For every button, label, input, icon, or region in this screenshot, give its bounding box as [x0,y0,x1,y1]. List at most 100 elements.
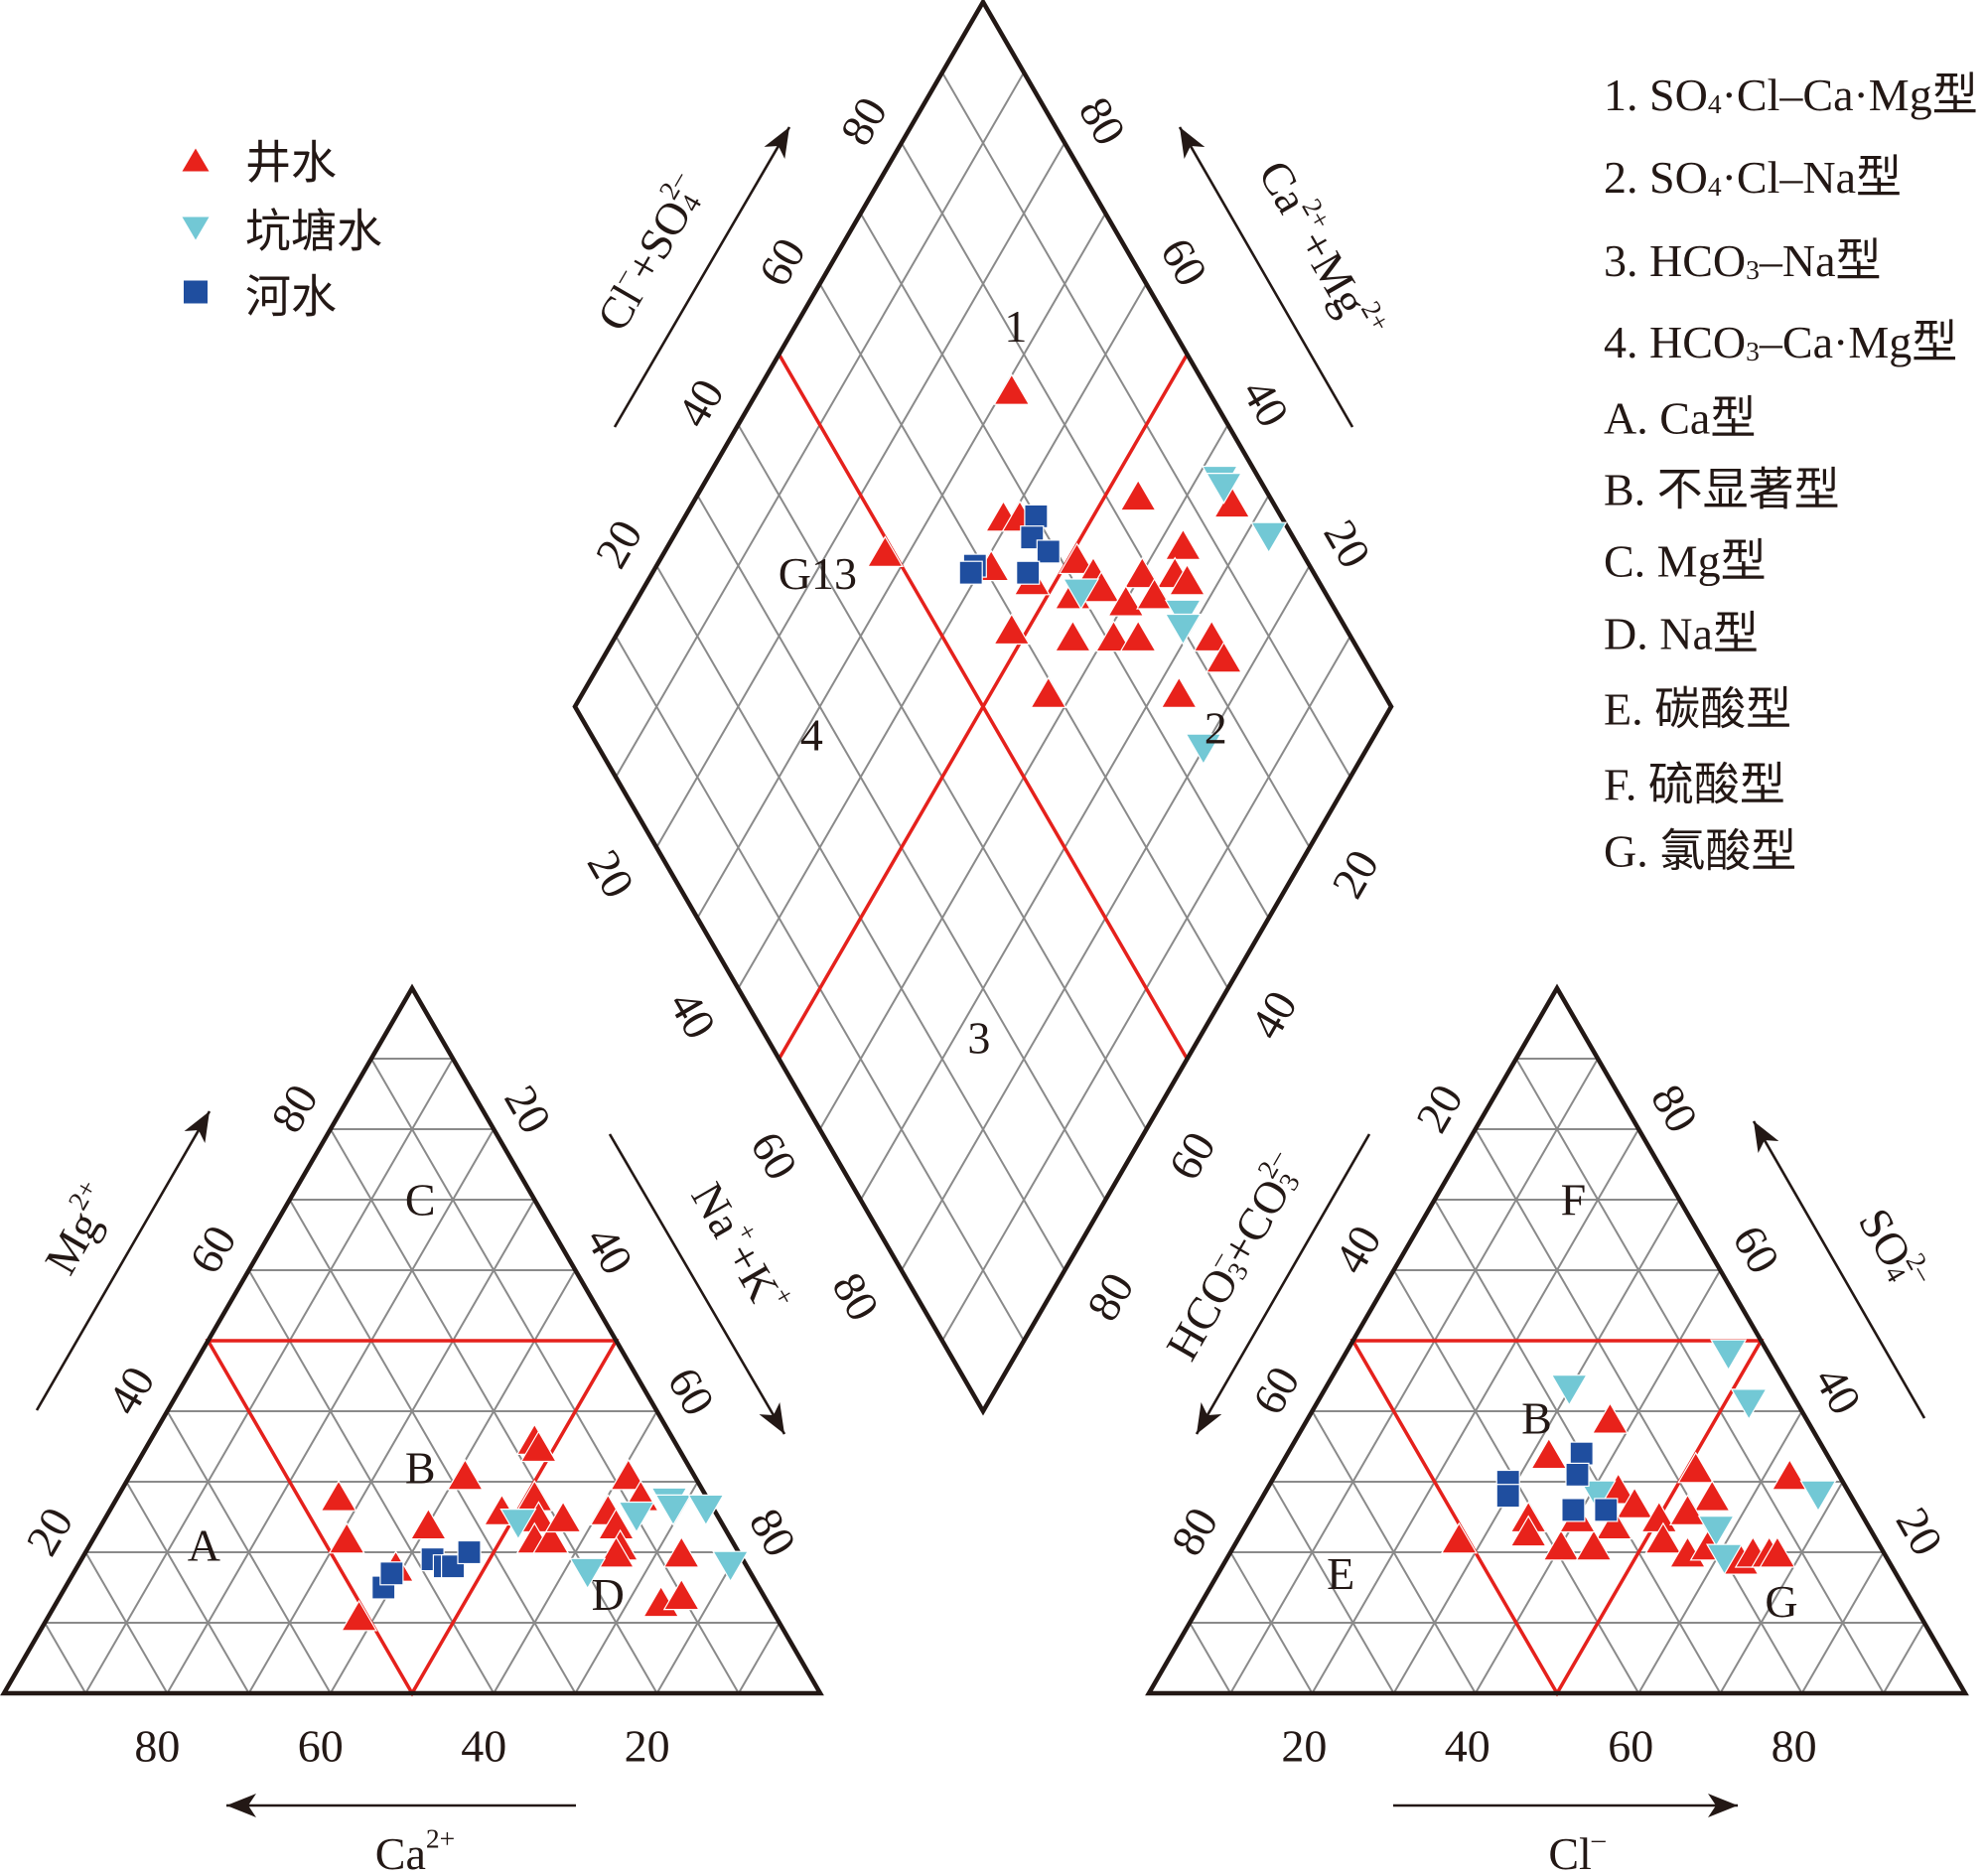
an-point-river-water [1594,1498,1619,1522]
legend-item-well-water: 井水 [182,138,337,189]
an-gridline [1270,1481,1395,1694]
cat-gridline [125,1481,250,1694]
diamond-ca-mg-axis-arrow [1178,126,1354,428]
an-point-well-water [1668,1494,1707,1526]
cl-tick-label: 40 [1445,1721,1490,1772]
zone-legend-item: F. 硫酸型 [1604,760,1785,810]
diamond-point-pond-water [1164,613,1202,646]
cat-point-river-water [457,1539,482,1565]
an-point-pond-water [1710,1339,1748,1371]
an-zone-label: F [1561,1175,1587,1226]
label-text-run: Ca [375,1828,426,1876]
diamond-zone-label: 3 [967,1013,990,1064]
an-gridline [1311,1410,1477,1694]
cat-point-well-water [320,1480,357,1512]
diamond-point-pond-water [1250,521,1288,554]
an-point-pond-water [1697,1515,1735,1547]
cat-point-well-water [328,1521,365,1554]
an-point-river-water [1561,1498,1586,1522]
an-zone-label: G [1765,1576,1797,1627]
cat-gridline [44,1622,87,1694]
an-point-river-water [1565,1462,1590,1488]
an-point-pond-water [1579,1480,1617,1513]
zone-legend-item: 2. SO4·Cl–Na型 [1604,152,1902,203]
ca-tick-label: 60 [298,1721,344,1772]
cat-gridline [84,1551,169,1694]
cation-triangle-outline [0,983,824,1696]
diamond-point-well-water [1107,584,1145,617]
cat-point-well-water [662,1578,700,1611]
so4-axis-arrow [1752,1120,1926,1419]
cat-zone-label: C [405,1175,436,1226]
cat-gridline [329,1128,658,1694]
diamond-point-well-water [1119,479,1157,511]
na-k-axis-arrow [608,1133,786,1435]
cat-gridline [737,1622,780,1694]
label-text-run: 2. SO [1604,152,1708,203]
diamond-point-river-water [1024,504,1049,528]
diamond-point-well-water [1119,620,1157,652]
label-text-run: 4. HCO [1604,317,1746,367]
label-text-run: –Na型 [1759,235,1882,286]
an-point-well-water [1440,1521,1478,1554]
cat-point-pond-water [687,1494,725,1526]
an-point-well-water [1509,1515,1547,1547]
ca-axis-title: Ca2+ [375,1822,455,1876]
diamond-zone-boundary-cl-so4 [777,353,1190,1061]
an-zone-label: E [1327,1548,1354,1599]
anion-points [1440,1339,1837,1576]
an-point-well-water [1591,1401,1629,1434]
an-point-well-water [1759,1535,1796,1568]
sample-annotation-label: G13 [779,548,857,599]
hco3-co3-axis-arrow [1195,1133,1371,1435]
an-point-well-water [1530,1437,1568,1470]
superscript: 2+ [426,1822,455,1853]
label-text-run: ·Cl–Na型 [1722,152,1902,203]
cl-tick-label: 80 [1772,1721,1817,1772]
zone-legend-item: G. 氯酸型 [1604,826,1796,877]
legend-label: 井水 [245,138,337,189]
zone-legend-item: C. Mg型 [1604,536,1767,587]
diamond-zone-label: 2 [1205,702,1227,753]
zone-legend-item: D. Na型 [1604,609,1759,659]
cat-point-pond-water [618,1501,655,1533]
zone-legend-item: A. Ca型 [1604,393,1756,444]
cat-zone-label: A [188,1519,220,1570]
cation-zone-labels: A B C D [188,1175,625,1621]
anion-grid [1189,1058,1925,1694]
series-legend: 井水 坑塘水 河水 [182,138,382,323]
an-point-pond-water [1730,1388,1768,1421]
label-text-run: Cl [1548,1828,1591,1876]
square-icon [184,280,208,304]
ca-tick-label: 80 [134,1721,180,1772]
diamond-point-pond-water [1185,733,1222,766]
zone-legend-item: B. 不显著型 [1604,465,1840,515]
an-point-pond-water [1799,1480,1837,1513]
diamond-point-river-water [958,560,983,585]
cat-zone-label: D [592,1569,625,1620]
an-point-pond-water [1705,1543,1744,1576]
an-point-well-water [1575,1528,1613,1561]
cat-point-well-water [532,1521,570,1554]
cat-gridline [166,1410,332,1694]
diamond-point-well-water [1030,676,1067,708]
an-point-well-water [1644,1521,1682,1554]
legend-label: 河水 [245,272,337,323]
an-point-well-water [1616,1487,1653,1518]
diamond-point-pond-water [1063,578,1100,611]
an-gridline [1392,1199,1681,1694]
cl-tick-label: 20 [1281,1721,1327,1772]
cat-point-well-water [597,1535,636,1568]
an-point-river-water [1569,1441,1594,1466]
subscript: 4 [1708,171,1722,202]
cat-zone-label: B [405,1442,436,1493]
cat-point-pond-water [712,1550,750,1583]
mg-axis-arrow [35,1110,212,1411]
diamond-point-well-water [1160,676,1198,708]
diamond-zone-label: 4 [800,709,823,760]
diamond-point-river-water [1016,560,1041,585]
triangle-down-icon [182,216,210,240]
cat-point-well-water [409,1508,447,1540]
